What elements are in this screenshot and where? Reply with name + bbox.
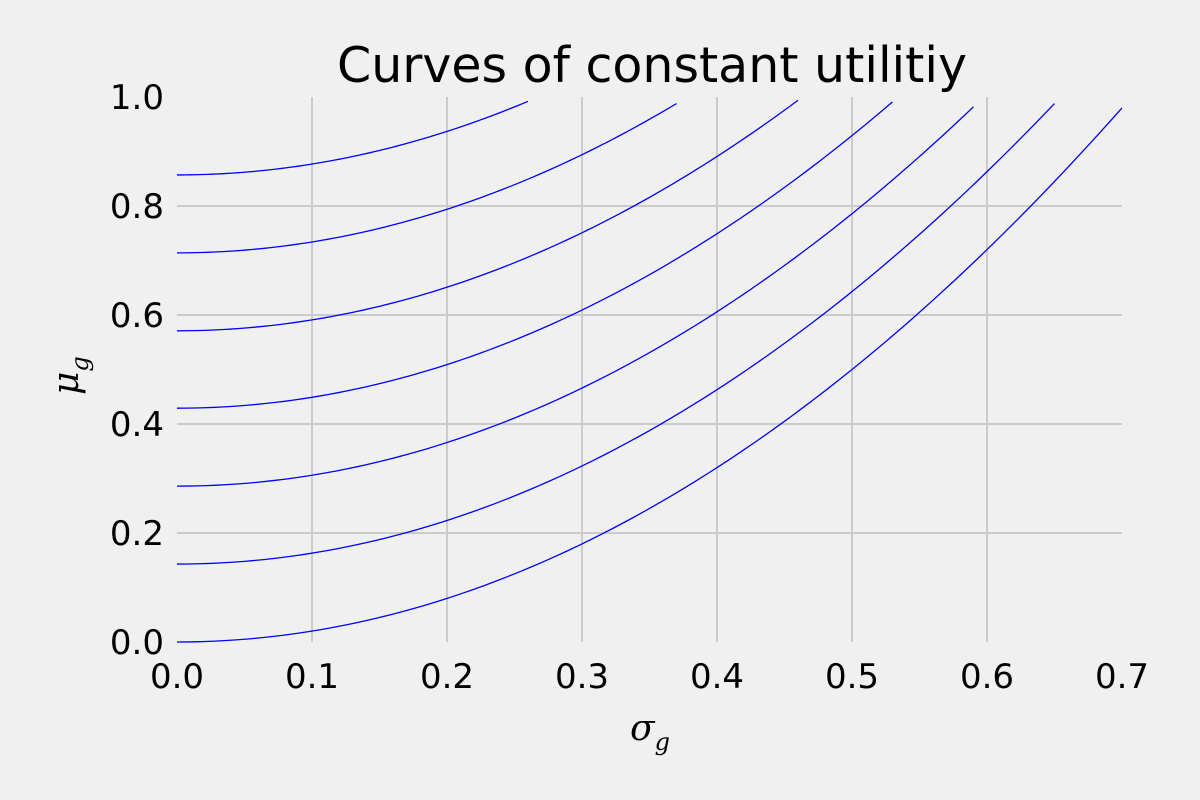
x-axis-label: σg xyxy=(630,708,670,756)
utility-curve-1 xyxy=(176,107,1123,643)
utility-curve-3 xyxy=(176,106,974,487)
utility-curve-2 xyxy=(176,103,1055,565)
x-tick-label: 0.1 xyxy=(285,657,339,697)
y-tick-label: 0.6 xyxy=(110,296,164,336)
utility-curve-4 xyxy=(176,101,893,409)
y-tick-label: 0.8 xyxy=(110,187,164,227)
y-axis-label-subscript: g xyxy=(66,356,94,371)
x-tick-labels: 0.0 0.1 0.2 0.3 0.4 0.5 0.6 0.7 xyxy=(150,657,1149,697)
x-tick-label: 0.7 xyxy=(1095,657,1149,697)
curves xyxy=(176,99,1123,643)
utility-curve-7 xyxy=(176,100,529,176)
y-tick-label: 0.4 xyxy=(110,405,164,445)
y-axis-label: μg xyxy=(46,356,94,395)
chart-title: Curves of constant utilitiy xyxy=(337,37,967,94)
utility-curve-6 xyxy=(176,102,677,254)
x-tick-label: 0.0 xyxy=(150,657,204,697)
utility-curve-5 xyxy=(176,99,799,332)
y-tick-label: 0.0 xyxy=(110,623,164,663)
y-tick-labels: 0.0 0.2 0.4 0.6 0.8 1.0 xyxy=(110,78,164,663)
y-axis-label-main: μ xyxy=(46,372,87,395)
x-tick-label: 0.4 xyxy=(690,657,744,697)
y-tick-label: 1.0 xyxy=(110,78,164,118)
y-tick-label: 0.2 xyxy=(110,514,164,554)
x-axis-label-subscript: g xyxy=(655,728,670,756)
x-tick-label: 0.6 xyxy=(960,657,1014,697)
x-tick-label: 0.5 xyxy=(825,657,879,697)
x-tick-label: 0.3 xyxy=(555,657,609,697)
x-axis-label-main: σ xyxy=(630,708,656,749)
x-tick-label: 0.2 xyxy=(420,657,474,697)
